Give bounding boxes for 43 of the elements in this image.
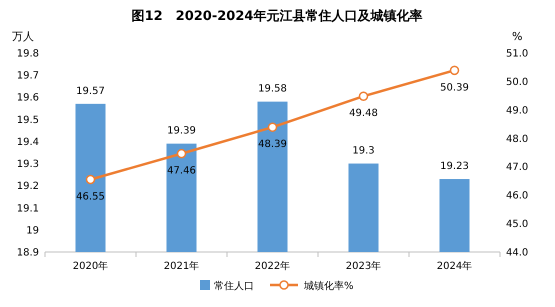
x-tick-label: 2024年 — [436, 260, 472, 272]
x-tick-label: 2021年 — [164, 260, 200, 272]
y-tick-label: 19.1 — [16, 203, 39, 214]
y-tick-label: 19.2 — [16, 181, 39, 192]
x-tick-label: 2022年 — [254, 260, 290, 272]
y-tick-label: 19.7 — [16, 70, 39, 82]
data-label: 19.58 — [258, 84, 287, 95]
data-label: 50.39 — [440, 82, 469, 94]
data-label: 46.55 — [76, 192, 105, 203]
point — [268, 122, 278, 132]
point — [86, 174, 96, 184]
y2-axis-title: % — [512, 30, 522, 43]
legend-label: 常住人口 — [214, 280, 254, 292]
legend-label: 城镇化率% — [303, 280, 354, 292]
y2-tick-label: 44.0 — [506, 248, 528, 258]
chart-title: 图12 2020-2024年元江县常住人口及城镇化率 — [132, 8, 422, 24]
point — [176, 148, 186, 158]
data-label: 19.57 — [76, 86, 105, 97]
data-label: 48.39 — [258, 139, 287, 150]
y-tick-label: 19.3 — [16, 159, 39, 170]
y2-tick-label: 45.0 — [506, 219, 528, 230]
data-label: 19.39 — [167, 126, 196, 137]
y-axis-title: 万人 — [12, 30, 34, 43]
y-tick-label: 19 — [26, 225, 39, 236]
y2-tick-label: 51.0 — [506, 48, 528, 60]
x-tick-label: 2023年 — [346, 260, 382, 272]
data-label: 47.46 — [167, 166, 196, 177]
x-tick-label: 2020年 — [72, 260, 108, 272]
y2-tick-label: 50.0 — [506, 76, 528, 88]
y-tick-label: 19.4 — [16, 136, 39, 148]
data-label: 19.23 — [440, 161, 469, 172]
y2-tick-label: 46.0 — [506, 190, 528, 202]
y-tick-label: 18.9 — [16, 248, 39, 258]
data-label: 49.48 — [349, 108, 378, 120]
point — [450, 66, 460, 76]
y2-tick-label: 47.0 — [506, 162, 528, 174]
point — [358, 91, 368, 101]
data-label: 19.3 — [352, 146, 375, 157]
y2-tick-label: 48.0 — [506, 134, 528, 145]
y2-tick-label: 49.0 — [506, 105, 528, 116]
y-tick-label: 19.6 — [16, 92, 39, 104]
y-tick-label: 19.8 — [16, 48, 39, 60]
y-tick-label: 19.5 — [16, 114, 39, 126]
